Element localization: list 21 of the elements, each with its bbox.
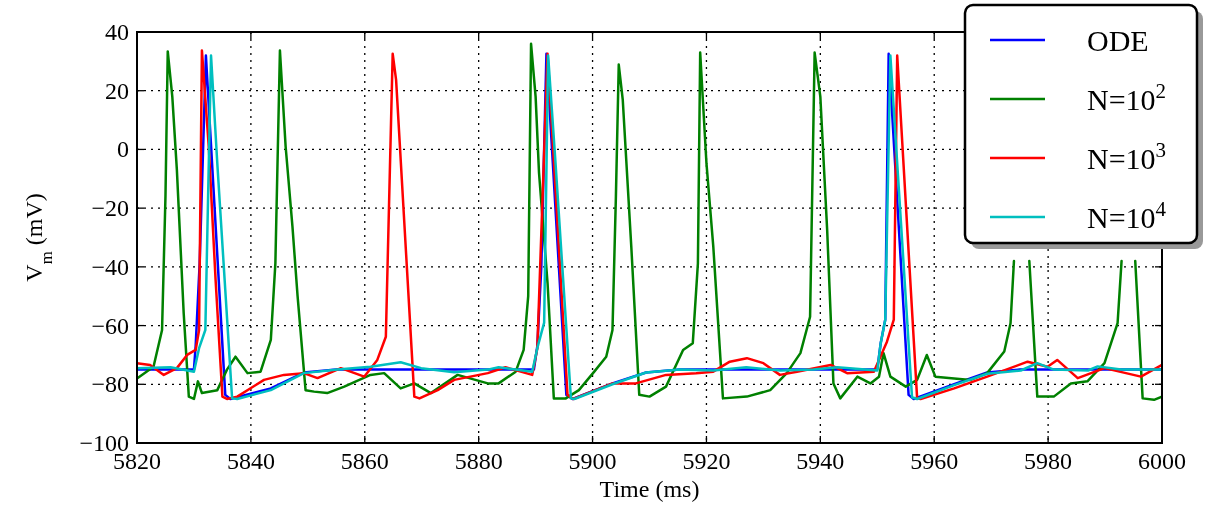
y-tick-label: −60 [91, 312, 129, 339]
x-tick-label: 5880 [454, 448, 503, 474]
x-tick-label: 5900 [568, 448, 617, 474]
x-tick-label: 5940 [796, 448, 845, 474]
x-tick-label: 6000 [1138, 448, 1186, 474]
x-tick-label: 5920 [682, 448, 731, 474]
x-tick-label: 5960 [910, 448, 959, 474]
x-axis-title: Time (ms) [599, 476, 700, 502]
y-tick-label: −40 [91, 253, 129, 280]
y-tick-label: 20 [105, 77, 129, 104]
x-tick-label: 5840 [226, 448, 275, 474]
legend-label: N=10$^{3}$ [1087, 138, 1167, 175]
legend-label: ODE [1087, 24, 1149, 57]
y-tick-label: −20 [91, 195, 129, 222]
x-tick-label: 5980 [1024, 448, 1073, 474]
y-tick-label: 0 [117, 136, 129, 163]
y-tick-label: 40 [105, 19, 129, 45]
y-tick-label: −80 [91, 371, 129, 398]
legend-label: N=10$^{4}$ [1087, 197, 1167, 234]
legend-label: N=10$^{2}$ [1087, 79, 1167, 116]
x-tick-label: 5860 [340, 448, 389, 474]
